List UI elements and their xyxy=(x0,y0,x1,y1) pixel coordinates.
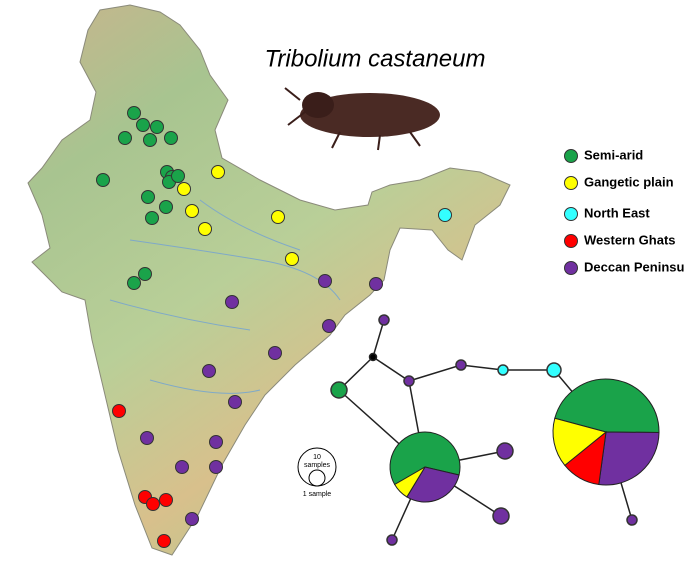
sampling-site xyxy=(209,460,223,474)
network-node xyxy=(403,375,415,387)
network-node xyxy=(492,507,510,525)
sampling-site xyxy=(164,131,178,145)
sampling-site xyxy=(118,131,132,145)
sampling-site xyxy=(177,182,191,196)
legend-marker xyxy=(564,261,578,275)
beetle xyxy=(284,87,440,151)
sampling-site xyxy=(271,210,285,224)
sampling-site xyxy=(143,133,157,147)
sampling-site xyxy=(171,169,185,183)
network-node xyxy=(546,362,562,378)
legend-marker xyxy=(564,149,578,163)
sampling-site xyxy=(175,460,189,474)
sampling-site xyxy=(185,512,199,526)
haplotype-network xyxy=(330,314,660,546)
sampling-site xyxy=(96,173,110,187)
sampling-site xyxy=(146,497,160,511)
sampling-site xyxy=(198,222,212,236)
scale-circle-small xyxy=(308,469,326,487)
network-node xyxy=(368,352,378,362)
legend-marker xyxy=(564,207,578,221)
sampling-site xyxy=(136,118,150,132)
sampling-site xyxy=(150,120,164,134)
legend-label: North East xyxy=(584,205,650,220)
network-node xyxy=(386,534,398,546)
sampling-site xyxy=(141,190,155,204)
sampling-site xyxy=(268,346,282,360)
sampling-site xyxy=(127,106,141,120)
sampling-site xyxy=(112,404,126,418)
network-node xyxy=(378,314,390,326)
sampling-site xyxy=(159,200,173,214)
pie-wedge xyxy=(394,466,426,498)
network-node xyxy=(455,359,467,371)
sampling-site xyxy=(285,252,299,266)
network-node xyxy=(496,442,514,460)
sampling-site xyxy=(145,211,159,225)
network-node xyxy=(497,364,509,376)
pie-wedge xyxy=(554,378,660,434)
river xyxy=(109,199,341,394)
scale-large-number: 10 xyxy=(313,454,321,461)
scale-small-text: 1 sample xyxy=(303,491,332,498)
scale-legend: 10 samples 1 sample xyxy=(297,447,337,498)
pie-wedge xyxy=(389,431,461,486)
sampling-site xyxy=(157,534,171,548)
legend: Semi-arid Gangetic plain North East Western… xyxy=(564,147,685,275)
legend-label: Gangetic plain xyxy=(584,174,674,189)
sampling-site xyxy=(159,493,173,507)
pie-wedge xyxy=(552,417,608,467)
sampling-site xyxy=(369,277,383,291)
legend-label: Western Ghats xyxy=(584,232,676,247)
network-node xyxy=(626,514,638,526)
sampling-site xyxy=(438,208,452,222)
legend-label: Deccan Peninsula xyxy=(584,259,685,274)
network-node xyxy=(330,381,348,399)
sampling-site xyxy=(138,267,152,281)
legend-marker xyxy=(564,176,578,190)
legend-label: Semi-arid xyxy=(584,147,643,162)
sampling-site xyxy=(318,274,332,288)
legend-marker xyxy=(564,234,578,248)
pie-wedge xyxy=(598,431,660,486)
sampling-site xyxy=(225,295,239,309)
sampling-site xyxy=(228,395,242,409)
sampling-site xyxy=(211,165,225,179)
scale-large-text: samples xyxy=(304,462,331,469)
sampling-site xyxy=(127,276,141,290)
title: Tribolium castaneum xyxy=(265,45,486,72)
sampling-site xyxy=(185,204,199,218)
sampling-site xyxy=(140,431,154,445)
sampling-site xyxy=(322,319,336,333)
sampling-site xyxy=(209,435,223,449)
sampling-site xyxy=(202,364,216,378)
